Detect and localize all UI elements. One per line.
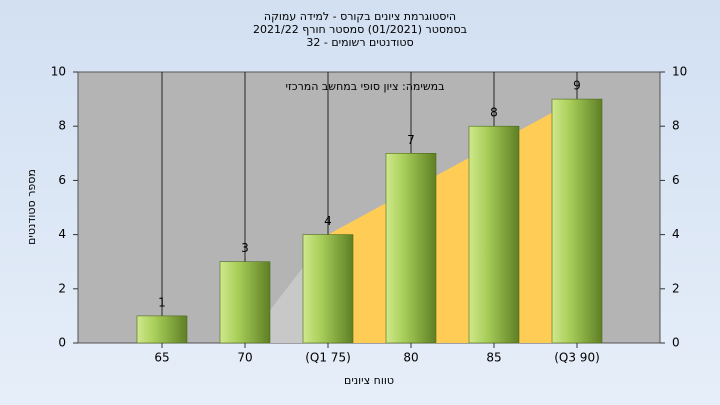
bar: [468, 125, 520, 344]
y2-tick-label: 10: [672, 65, 687, 79]
y-tick-label: 4: [58, 227, 66, 241]
x-tick-label: 80: [403, 351, 418, 365]
y-axis-label: מספר סטודנטים: [25, 169, 38, 245]
bar: [219, 261, 271, 344]
y2-tick-label: 6: [672, 173, 680, 187]
y2-tick-label: 0: [672, 336, 680, 350]
value-label: 3: [241, 241, 249, 255]
y-tick-label: 8: [58, 119, 66, 133]
x-tick-label: (Q3 90): [554, 351, 600, 365]
x-tick-label: 70: [237, 351, 252, 365]
y-tick-label: 2: [58, 281, 66, 295]
y2-tick-label: 8: [672, 119, 680, 133]
x-tick-label: (Q1 75): [305, 351, 351, 365]
x-axis-label: טווח ציונים: [344, 374, 394, 387]
y2-tick-label: 2: [672, 281, 680, 295]
y-tick-label: 10: [51, 65, 66, 79]
x-tick-label: 65: [154, 351, 169, 365]
bar: [302, 234, 354, 344]
value-label: 7: [407, 133, 415, 147]
bar: [385, 153, 437, 344]
bar: [551, 98, 603, 344]
value-label: 9: [573, 79, 581, 93]
annotation: במשימה: ציון סופי במחשב המרכזי: [285, 80, 444, 93]
bar: [136, 315, 188, 344]
y-tick-label: 6: [58, 173, 66, 187]
y2-tick-label: 4: [672, 227, 680, 241]
value-label: 1: [158, 295, 166, 309]
x-tick-label: 85: [486, 351, 501, 365]
value-label: 4: [324, 214, 332, 228]
y-tick-label: 0: [58, 336, 66, 350]
value-label: 8: [490, 106, 498, 120]
chart-title: היסטוגרמת ציונים בקורס - למידה עמוקה: [264, 10, 456, 23]
chart-subtitle: בסמסטר (01/2021) סמסטר חורף 2021/22: [253, 23, 467, 36]
chart-subtitle: סטודנטים רשומים - 32: [306, 36, 413, 49]
